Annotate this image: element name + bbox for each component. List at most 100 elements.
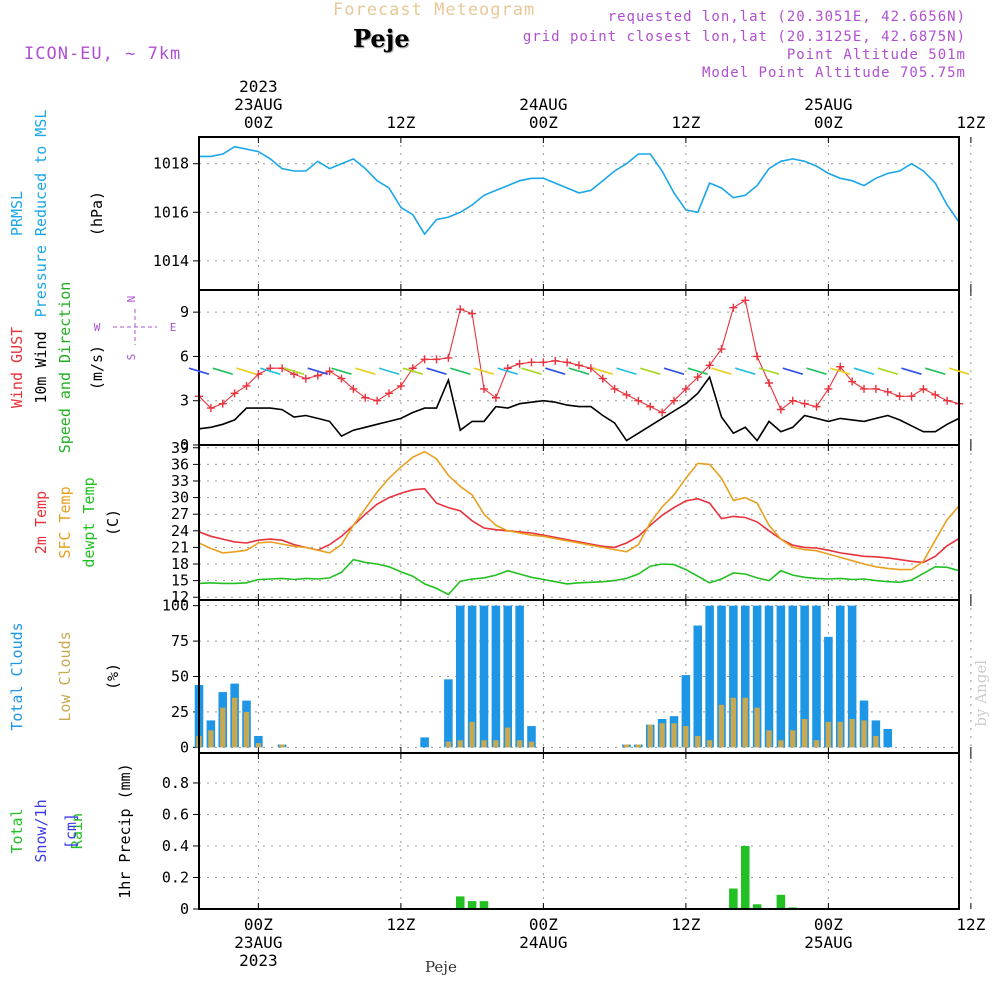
panel-temperature [193, 444, 972, 601]
bar-clouds-1 [861, 720, 867, 748]
bar-clouds-0 [871, 720, 881, 748]
wind-arrow [806, 367, 827, 375]
bar-clouds-0 [420, 737, 429, 748]
compass-cross [113, 309, 157, 345]
bar-clouds-1 [623, 744, 630, 748]
wind-arrow [711, 367, 732, 375]
bar-clouds-1 [659, 723, 665, 748]
gust-point [646, 402, 655, 411]
gust-point [883, 387, 892, 396]
bar-clouds-1 [255, 743, 262, 748]
gust-point [515, 359, 524, 368]
bar-clouds-0 [444, 679, 453, 748]
grid-point-coords: grid point closest lon,lat (20.3125E, 42… [522, 29, 966, 45]
panel-frame [198, 752, 960, 910]
gust-point [361, 393, 370, 402]
bar-clouds-1 [445, 741, 452, 748]
series-line-temperature-2 [198, 558, 960, 596]
series-line-pressure-0 [199, 145, 960, 236]
bar-clouds-1 [457, 740, 463, 748]
gust-point [907, 392, 916, 401]
bar-clouds-1 [505, 727, 511, 748]
bar-clouds-1 [730, 697, 737, 748]
gust-point [693, 373, 702, 382]
bar-clouds-1 [220, 707, 226, 748]
bar-clouds-0 [883, 728, 893, 748]
bar-clouds-0 [776, 605, 786, 748]
gust-point [527, 358, 536, 367]
point-altitude: Point Altitude 501m [786, 47, 966, 63]
bar-clouds-1 [766, 730, 772, 748]
wind-arrow [260, 367, 281, 375]
gust-point [836, 362, 845, 371]
gust-point [681, 384, 690, 393]
panel-pressure [193, 136, 972, 291]
bar-clouds-0 [788, 605, 798, 748]
bar-clouds-0 [847, 605, 857, 748]
bar-clouds-1 [813, 740, 820, 748]
bar-clouds-1 [790, 730, 796, 748]
top-tick-label: 00Z [529, 113, 558, 132]
bar-clouds-1 [528, 741, 535, 748]
bar-precip-0 [729, 888, 738, 909]
wind-arrow [663, 367, 685, 375]
wind-arrow [901, 367, 922, 375]
y-tick-label: 75 [171, 632, 189, 650]
gust-point [860, 384, 868, 393]
bar-precip-0 [752, 904, 762, 909]
bar-precip-0 [740, 845, 750, 909]
y-tick-label: 30 [171, 489, 189, 507]
bar-clouds-1 [516, 740, 523, 748]
gust-point [491, 393, 500, 402]
gust-point [230, 389, 239, 398]
panel-axis-label: Total Clouds [8, 622, 26, 730]
wind-arrow [568, 367, 590, 375]
bar-clouds-0 [812, 605, 821, 748]
bar-clouds-0 [527, 726, 536, 748]
panel-axis-label: Snow/1h [32, 799, 50, 862]
wind-arrow [758, 367, 780, 375]
bar-clouds-0 [740, 605, 750, 748]
compass-n-label: N [125, 296, 138, 303]
y-tick-label: 100 [162, 597, 189, 615]
bar-clouds-0 [764, 605, 774, 748]
bar-precip-0 [467, 901, 477, 909]
panel-axis-label: (hPa) [88, 191, 106, 236]
top-tick-label: 12Z [386, 113, 415, 132]
bar-clouds-0 [752, 605, 762, 748]
top-tick-label: 12Z [956, 113, 985, 132]
bar-clouds-1 [837, 721, 843, 748]
gust-point [575, 361, 583, 370]
y-tick-label: 0 [180, 900, 189, 918]
gust-point [824, 384, 833, 393]
bar-clouds-1 [801, 719, 808, 748]
gust-point [563, 358, 572, 367]
bottom-tick-label: 00Z [529, 915, 558, 934]
gust-point [539, 358, 548, 367]
y-tick-label: 39 [171, 439, 189, 457]
top-date-label: 25AUG [804, 95, 852, 114]
gust-point [420, 355, 429, 364]
panel-frame [198, 136, 960, 291]
panel-axis-label: 2m Temp [32, 491, 50, 554]
gust-point [468, 309, 477, 318]
wind-arrow [616, 367, 637, 375]
bar-clouds-0 [681, 675, 691, 748]
wind-arrow [782, 367, 803, 375]
gust-point [444, 353, 453, 362]
y-tick-label: 0.8 [162, 774, 189, 792]
panel-axis-label: PRMSL [8, 191, 26, 236]
gust-point [871, 384, 880, 393]
y-tick-label: 0.6 [162, 805, 189, 823]
wind-arrow [426, 367, 447, 375]
wind-arrow [307, 367, 328, 375]
top-tick-label: 12Z [671, 113, 700, 132]
gust-point [337, 374, 346, 383]
wind-arrow [473, 367, 495, 375]
gust-point [729, 303, 738, 312]
bar-precip-0 [776, 894, 786, 909]
y-tick-label: 1018 [153, 155, 189, 173]
bar-clouds-1 [718, 704, 725, 748]
bar-clouds-1 [695, 736, 701, 748]
